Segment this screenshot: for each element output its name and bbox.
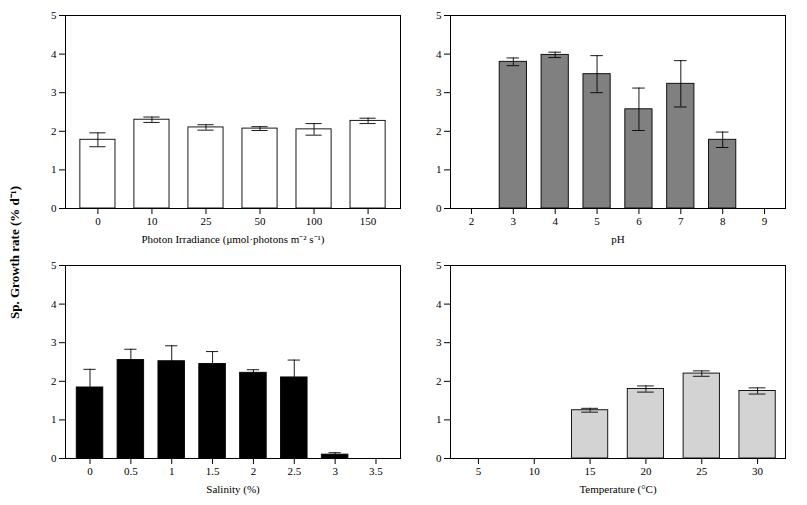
svg-text:4: 4 (436, 298, 442, 310)
svg-text:1.5: 1.5 (206, 465, 220, 477)
svg-text:5: 5 (436, 9, 442, 21)
svg-text:25: 25 (200, 215, 212, 227)
svg-text:2: 2 (251, 465, 256, 477)
svg-text:3: 3 (51, 86, 57, 98)
svg-text:0.5: 0.5 (124, 465, 138, 477)
svg-text:4: 4 (51, 298, 57, 310)
svg-text:3: 3 (436, 86, 442, 98)
svg-text:10: 10 (146, 215, 158, 227)
svg-text:25: 25 (696, 465, 708, 477)
svg-text:0: 0 (95, 215, 101, 227)
svg-text:1: 1 (169, 465, 175, 477)
svg-text:3: 3 (332, 465, 338, 477)
svg-text:5: 5 (476, 465, 482, 477)
svg-text:3: 3 (51, 336, 57, 348)
svg-text:0: 0 (436, 202, 442, 214)
svg-text:1: 1 (436, 413, 442, 425)
svg-text:50: 50 (255, 215, 266, 227)
svg-text:1: 1 (51, 163, 57, 175)
svg-text:2.5: 2.5 (287, 465, 301, 477)
svg-text:9: 9 (762, 215, 768, 227)
svg-text:5: 5 (594, 215, 600, 227)
svg-text:2: 2 (436, 125, 442, 137)
svg-text:100: 100 (306, 215, 323, 227)
svg-text:0: 0 (51, 202, 57, 214)
svg-text:3: 3 (436, 336, 442, 348)
svg-text:pH: pH (611, 233, 625, 245)
svg-text:8: 8 (720, 215, 726, 227)
svg-text:30: 30 (752, 465, 764, 477)
svg-text:10: 10 (529, 465, 541, 477)
svg-text:Temperature (°C): Temperature (°C) (579, 483, 657, 496)
svg-text:1: 1 (436, 163, 442, 175)
svg-text:7: 7 (678, 215, 684, 227)
svg-text:0: 0 (87, 465, 93, 477)
svg-text:2: 2 (51, 375, 57, 387)
svg-text:2: 2 (436, 375, 442, 387)
svg-text:6: 6 (636, 215, 642, 227)
svg-text:4: 4 (552, 215, 558, 227)
svg-text:150: 150 (360, 215, 377, 227)
svg-text:15: 15 (585, 465, 597, 477)
svg-text:5: 5 (436, 259, 442, 271)
svg-text:2: 2 (469, 215, 475, 227)
svg-text:5: 5 (51, 259, 57, 271)
svg-text:5: 5 (51, 9, 57, 21)
svg-text:3: 3 (511, 215, 517, 227)
svg-text:Salinity (%): Salinity (%) (206, 483, 260, 496)
svg-text:3.5: 3.5 (369, 465, 383, 477)
svg-text:4: 4 (51, 48, 57, 60)
svg-text:2: 2 (51, 125, 57, 137)
svg-text:1: 1 (51, 413, 57, 425)
svg-text:20: 20 (640, 465, 652, 477)
html-text:Sp. Growth rate (% d⁻¹): Sp. Growth rate (% d⁻¹) (7, 186, 22, 319)
svg-text:4: 4 (436, 48, 442, 60)
svg-text:0: 0 (51, 452, 57, 464)
svg-text:0: 0 (436, 452, 442, 464)
svg-text:Photon Irradiance (μmol·photon: Photon Irradiance (μmol·photons m⁻² s⁻¹) (141, 233, 324, 246)
